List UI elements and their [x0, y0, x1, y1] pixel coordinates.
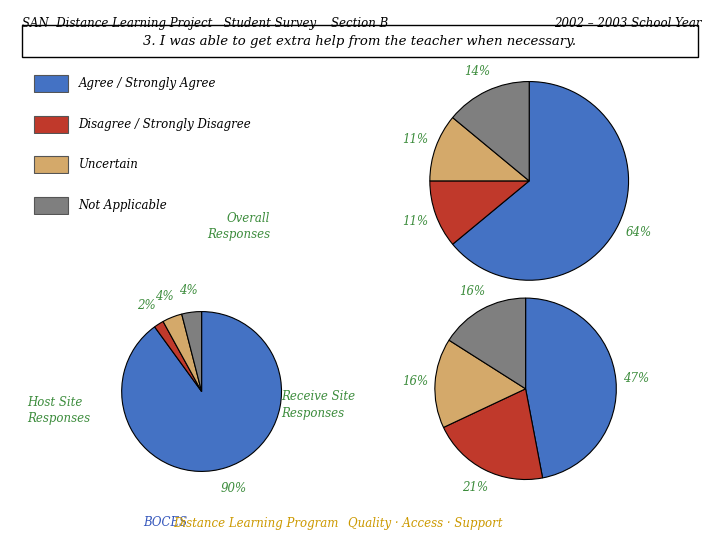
- Wedge shape: [122, 312, 282, 471]
- Wedge shape: [181, 312, 202, 392]
- Text: SAN  Distance Learning Project   Student Survey: SAN Distance Learning Project Student Su…: [22, 17, 316, 30]
- Text: 3. I was able to get extra help from the teacher when necessary.: 3. I was able to get extra help from the…: [143, 35, 577, 48]
- Text: 64%: 64%: [626, 226, 652, 239]
- Text: 11%: 11%: [402, 215, 428, 228]
- Text: Agree / Strongly Agree: Agree / Strongly Agree: [78, 77, 216, 90]
- Wedge shape: [430, 181, 529, 244]
- Wedge shape: [444, 389, 543, 480]
- Text: Disagree / Strongly Disagree: Disagree / Strongly Disagree: [78, 118, 251, 131]
- Text: Responses: Responses: [207, 228, 270, 241]
- Text: 21%: 21%: [462, 481, 488, 494]
- Text: 16%: 16%: [459, 285, 485, 298]
- Text: Responses: Responses: [27, 412, 91, 425]
- Text: 14%: 14%: [464, 65, 490, 78]
- Text: Not Applicable: Not Applicable: [78, 199, 167, 212]
- Text: 16%: 16%: [402, 375, 428, 388]
- Text: Host Site: Host Site: [27, 396, 83, 409]
- Wedge shape: [430, 118, 529, 181]
- Wedge shape: [453, 82, 529, 181]
- Text: Uncertain: Uncertain: [78, 158, 138, 171]
- Text: Section B: Section B: [331, 17, 389, 30]
- Wedge shape: [163, 314, 202, 392]
- Wedge shape: [526, 298, 616, 478]
- Text: 47%: 47%: [623, 372, 649, 385]
- Wedge shape: [449, 298, 526, 389]
- Text: Quality · Access · Support: Quality · Access · Support: [348, 516, 502, 530]
- Wedge shape: [155, 321, 202, 392]
- Text: Distance Learning Program: Distance Learning Program: [173, 516, 338, 530]
- Text: BOCES: BOCES: [143, 516, 188, 530]
- Text: 2%: 2%: [138, 299, 156, 312]
- Text: Overall: Overall: [227, 212, 270, 225]
- Text: 11%: 11%: [402, 133, 428, 146]
- Text: 4%: 4%: [179, 284, 198, 296]
- Wedge shape: [435, 340, 526, 428]
- Text: 2002 – 2003 School Year: 2002 – 2003 School Year: [554, 17, 702, 30]
- Text: 4%: 4%: [155, 290, 174, 303]
- Text: 90%: 90%: [220, 482, 246, 495]
- Text: Responses: Responses: [281, 407, 344, 420]
- Text: Receive Site: Receive Site: [281, 390, 355, 403]
- Wedge shape: [453, 82, 629, 280]
